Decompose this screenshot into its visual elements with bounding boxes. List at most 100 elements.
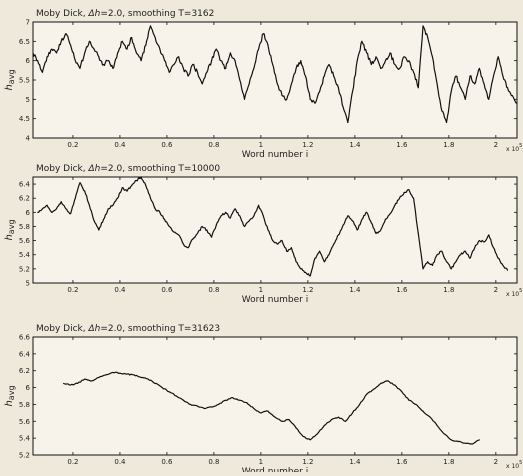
data-point	[187, 75, 189, 77]
data-point	[460, 87, 462, 89]
data-point	[290, 83, 292, 85]
y-axis-label: havg	[4, 219, 16, 240]
plot-area	[32, 336, 518, 456]
data-point	[112, 204, 114, 206]
data-point	[215, 48, 217, 50]
series-line	[63, 371, 480, 445]
data-point	[429, 416, 431, 418]
data-point	[102, 218, 104, 220]
data-point	[384, 60, 386, 62]
data-point	[337, 234, 339, 236]
data-point	[154, 36, 156, 38]
data-point	[497, 56, 499, 58]
data-point	[380, 67, 382, 69]
data-point	[232, 397, 234, 399]
data-point	[286, 98, 288, 100]
data-point	[450, 268, 452, 270]
data-point	[84, 52, 86, 54]
data-point	[135, 52, 137, 54]
x-tick-label: 2	[494, 286, 498, 294]
data-point	[215, 224, 217, 226]
x-tick-label: 2	[494, 141, 498, 149]
data-point	[154, 208, 156, 210]
data-point	[464, 442, 466, 444]
data-point	[497, 257, 499, 259]
chart-panel-3: Moby Dick, Δh=2.0, smoothing T=31623 0.2 0…	[4, 324, 522, 476]
y-tick-label: 5	[26, 96, 30, 104]
x-tick-label: 2	[494, 458, 498, 466]
data-point	[422, 410, 424, 412]
y-axis-label: havg	[4, 385, 16, 406]
data-point	[290, 247, 292, 249]
data-point	[323, 261, 325, 263]
data-point	[483, 241, 485, 243]
x-multiplier: x 105	[506, 143, 522, 153]
data-point	[413, 197, 415, 199]
data-point	[88, 204, 90, 206]
x-axis-label: Word number i	[242, 467, 308, 472]
data-point	[117, 197, 119, 199]
x-tick-label: 0.8	[208, 458, 219, 466]
data-point	[164, 60, 166, 62]
data-point	[328, 64, 330, 66]
data-point	[182, 243, 184, 245]
y-tick-label: 6.4	[19, 181, 31, 189]
data-point	[305, 75, 307, 77]
data-point	[46, 204, 48, 206]
data-point	[102, 64, 104, 66]
data-point	[147, 378, 149, 380]
data-point	[394, 384, 396, 386]
data-point	[51, 211, 53, 213]
data-point	[450, 91, 452, 93]
data-point	[262, 215, 264, 217]
data-point	[140, 176, 142, 178]
data-point	[370, 64, 372, 66]
x-multiplier-base: x 10	[506, 291, 519, 298]
x-multiplier-exp: 5	[519, 143, 522, 149]
title-rest: =2.0, smoothing T=10000	[100, 164, 220, 174]
x-tick-label: 1	[259, 286, 263, 294]
x-tick-label: 1.8	[443, 458, 454, 466]
data-point	[225, 67, 227, 69]
data-point	[507, 269, 509, 271]
x-tick-label: 1	[259, 458, 263, 466]
data-point	[229, 217, 231, 219]
y-tick-label: 5.2	[19, 452, 30, 460]
data-point	[91, 380, 93, 382]
data-point	[70, 384, 72, 386]
data-point	[330, 419, 332, 421]
data-point	[474, 83, 476, 85]
data-point	[220, 215, 222, 217]
data-point	[375, 56, 377, 58]
x-multiplier: x 105	[506, 288, 522, 298]
data-point	[300, 268, 302, 270]
x-multiplier-base: x 10	[506, 463, 519, 470]
data-point	[196, 71, 198, 73]
data-point	[70, 44, 72, 46]
data-point	[60, 201, 62, 203]
data-point	[356, 60, 358, 62]
data-point	[457, 441, 459, 443]
data-point	[93, 220, 95, 222]
data-point	[135, 180, 137, 182]
data-point	[352, 412, 354, 414]
data-point	[276, 83, 278, 85]
data-point	[441, 250, 443, 252]
data-point	[366, 52, 368, 54]
title-math: Δh	[87, 324, 100, 334]
y-tick-label: 6.2	[19, 195, 30, 203]
data-point	[79, 67, 81, 69]
y-tick-label: 5.8	[19, 223, 30, 231]
data-point	[126, 373, 128, 375]
data-point	[117, 52, 119, 54]
data-point	[196, 233, 198, 235]
data-point	[243, 98, 245, 100]
data-point	[384, 218, 386, 220]
data-point	[211, 236, 213, 238]
y-tick-label: 4	[26, 135, 31, 143]
data-point	[460, 254, 462, 256]
data-point	[168, 225, 170, 227]
data-point	[218, 403, 220, 405]
data-point	[309, 98, 311, 100]
